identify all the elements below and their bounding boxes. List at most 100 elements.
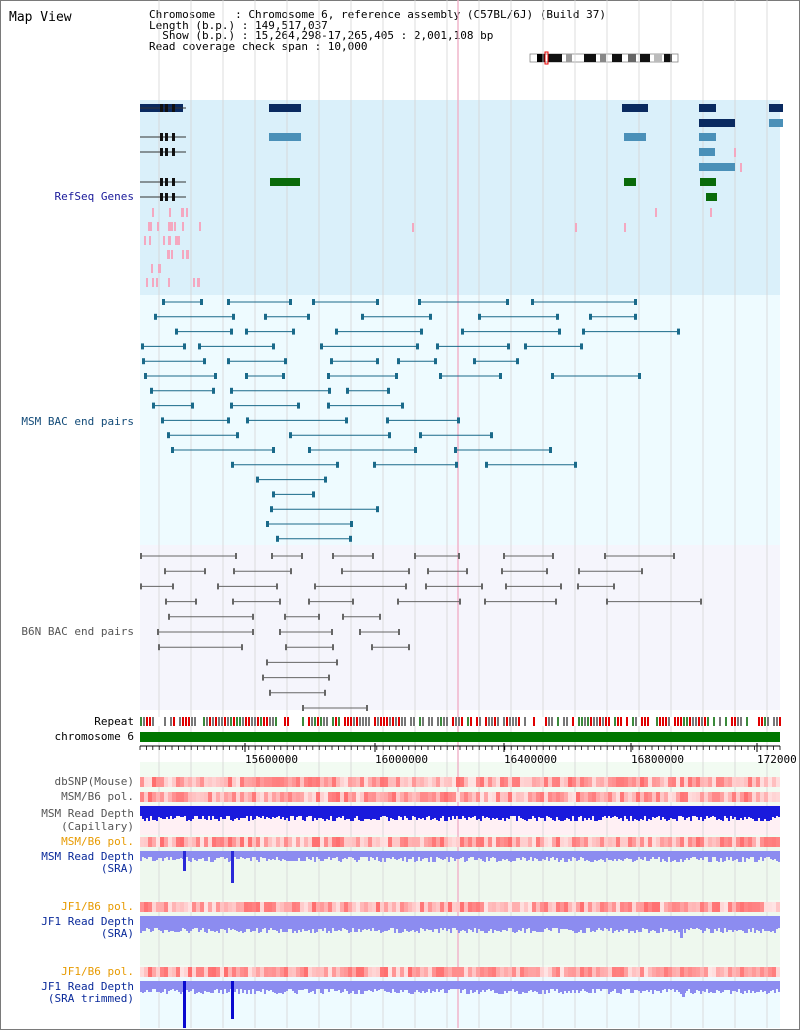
read-depth-bar: [752, 916, 754, 928]
polymorphism-cell: [148, 967, 152, 977]
polymorphism-cell: [276, 777, 280, 787]
polymorphism-cell: [376, 902, 380, 912]
repeat-mark: [365, 717, 367, 726]
read-depth-bar: [412, 981, 414, 994]
msm-bac-pair: [198, 343, 201, 350]
read-depth-bar: [426, 981, 428, 992]
read-depth-bar: [620, 851, 622, 860]
polymorphism-cell: [480, 837, 484, 847]
b6n-bac-pair: [458, 553, 460, 559]
track-label-msm-b6-pol-1[interactable]: MSM/B6 pol.: [61, 790, 134, 803]
polymorphism-cell: [720, 967, 724, 977]
track-label-msm-bac[interactable]: MSM BAC end pairs: [21, 415, 134, 428]
polymorphism-cell: [568, 792, 572, 802]
read-depth-bar: [756, 851, 758, 862]
read-depth-bar: [252, 806, 254, 820]
polymorphism-cell: [768, 777, 772, 787]
gene-feature: [624, 178, 636, 186]
track-label-chromosome[interactable]: chromosome 6: [54, 730, 134, 743]
b6n-bac-pair: [172, 583, 174, 590]
polymorphism-cell: [336, 967, 340, 977]
polymorphism-cell: [676, 792, 680, 802]
polymorphism-cell: [716, 967, 720, 977]
read-depth-bar: [532, 851, 534, 861]
msm-bac-pair: [346, 387, 349, 394]
read-depth-bar: [682, 851, 684, 862]
repeat-mark: [746, 717, 748, 726]
track-label-dbsnp[interactable]: dbSNP(Mouse): [54, 775, 134, 788]
b6n-bac-pair: [359, 629, 361, 635]
polymorphism-cell: [220, 792, 224, 802]
track-label-b6n-bac[interactable]: B6N BAC end pairs: [21, 625, 134, 638]
read-depth-bar: [166, 806, 168, 817]
repeat-mark: [254, 717, 256, 726]
polymorphism-cell: [476, 837, 480, 847]
track-label-repeat[interactable]: Repeat: [94, 715, 134, 728]
read-depth-bar: [200, 851, 202, 859]
track-label-msm-b6-pol-2[interactable]: MSM/B6 pol.: [61, 835, 134, 848]
read-depth-bar: [742, 806, 744, 820]
read-depth-bar: [606, 851, 608, 858]
read-depth-bar: [772, 916, 774, 931]
gene-feature: [769, 104, 783, 112]
read-depth-bar: [638, 851, 640, 857]
read-depth-bar: [550, 981, 552, 989]
polymorphism-cell: [556, 902, 560, 912]
read-depth-bar: [158, 981, 160, 992]
polymorphism-cell: [216, 777, 220, 787]
polymorphism-cell: [244, 792, 248, 802]
polymorphism-cell: [644, 902, 648, 912]
read-depth-bar: [598, 851, 600, 860]
track-label-msm-read-depth-cap[interactable]: MSM Read Depth: [41, 807, 134, 820]
read-depth-bar: [616, 916, 618, 930]
read-depth-bar: [570, 806, 572, 821]
read-depth-bar: [178, 851, 180, 859]
polymorphism-cell: [588, 902, 592, 912]
read-depth-bar: [482, 916, 484, 931]
track-label-jf1-read-depth-trim[interactable]: JF1 Read Depth: [41, 980, 134, 993]
repeat-mark: [257, 717, 259, 726]
read-depth-bar: [560, 851, 562, 860]
polymorphism-cell: [756, 777, 760, 787]
track-label-refseq[interactable]: RefSeq Genes: [54, 190, 134, 203]
read-depth-bar: [416, 851, 418, 861]
repeat-mark: [467, 717, 469, 726]
polymorphism-cell: [172, 777, 176, 787]
read-depth-bar: [312, 916, 314, 929]
read-depth-bar: [328, 806, 330, 820]
repeat-mark: [713, 717, 715, 726]
chromosome-ideogram[interactable]: [529, 51, 679, 65]
track-label-jf1-b6-pol-1[interactable]: JF1/B6 pol.: [61, 900, 134, 913]
polymorphism-cell: [572, 792, 576, 802]
polymorphism-cell: [636, 902, 640, 912]
polymorphism-cell: [400, 967, 404, 977]
read-depth-bar: [536, 916, 538, 932]
track-label-msm-read-depth-sra[interactable]: MSM Read Depth: [41, 850, 134, 863]
read-depth-bar: [724, 851, 726, 861]
track-label-jf1-b6-pol-2[interactable]: JF1/B6 pol.: [61, 965, 134, 978]
read-depth-bar: [366, 806, 368, 819]
polymorphism-cell: [660, 967, 664, 977]
polymorphism-cell: [320, 777, 324, 787]
polymorphism-cell: [452, 792, 456, 802]
b6n-bac-pair: [414, 553, 416, 559]
read-depth-bar: [508, 916, 510, 928]
repeat-mark: [626, 717, 628, 726]
read-depth-bar: [444, 851, 446, 859]
read-depth-bar: [578, 916, 580, 932]
read-depth-bar: [198, 981, 200, 992]
read-depth-bar: [356, 851, 358, 862]
polymorphism-cell: [316, 837, 320, 847]
read-depth-bar: [716, 916, 718, 931]
read-depth-bar: [284, 916, 286, 932]
read-depth-bar: [390, 981, 392, 993]
read-depth-bar: [684, 806, 686, 820]
track-label-jf1-read-depth-sra[interactable]: JF1 Read Depth: [41, 915, 134, 928]
polymorphism-cell: [160, 902, 164, 912]
polymorphism-cell: [208, 902, 212, 912]
pink-feature: [148, 222, 150, 231]
polymorphism-cell: [216, 902, 220, 912]
repeat-mark: [620, 717, 622, 726]
read-depth-bar: [500, 916, 502, 932]
